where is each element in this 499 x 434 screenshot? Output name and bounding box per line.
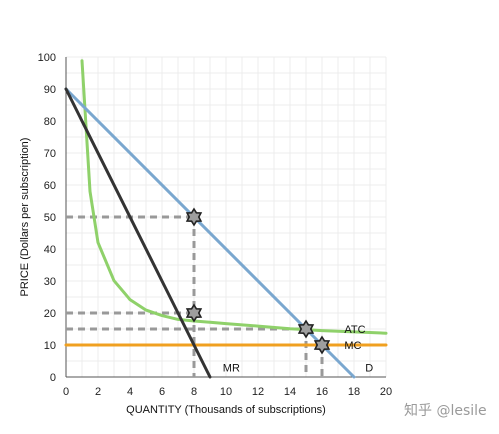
star-marker <box>185 207 203 227</box>
star-marker <box>313 335 331 355</box>
y-tick-label: 0 <box>50 372 56 384</box>
y-tick-label: 80 <box>44 116 56 128</box>
curve-label: D <box>365 362 373 374</box>
x-tick-label: 20 <box>380 386 392 398</box>
x-tick-label: 8 <box>191 386 197 398</box>
curve-label: ATC <box>344 324 365 336</box>
y-tick-label: 40 <box>44 244 56 256</box>
y-tick-label: 70 <box>44 148 56 160</box>
x-tick-label: 2 <box>95 386 101 398</box>
y-tick-label: 20 <box>44 308 56 320</box>
y-tick-label: 30 <box>44 276 56 288</box>
x-tick-label: 16 <box>316 386 328 398</box>
x-tick-label: 12 <box>252 386 264 398</box>
watermark-text: 知乎 @lesile <box>404 402 487 419</box>
x-tick-label: 6 <box>159 386 165 398</box>
y-tick-label: 100 <box>38 52 56 64</box>
series-line-mr <box>64 87 212 379</box>
y-tick-label: 10 <box>44 340 56 352</box>
star-markers <box>185 207 331 355</box>
star-marker <box>297 319 315 339</box>
x-tick-label: 10 <box>220 386 232 398</box>
star-marker <box>185 303 203 323</box>
curve-labels: ATC MC MR D <box>223 324 373 374</box>
x-tick-label: 4 <box>127 386 133 398</box>
tick-labels: 0 2 4 6 8 10 12 14 16 18 20 0 10 20 30 40 50 60 70 80 90 100 <box>38 52 392 398</box>
y-tick-label: 90 <box>44 84 56 96</box>
curve-label: MC <box>344 340 361 352</box>
y-tick-label: 60 <box>44 180 56 192</box>
x-tick-label: 18 <box>348 386 360 398</box>
x-tick-label: 14 <box>284 386 296 398</box>
x-axis-label: QUANTITY (Thousands of subscriptions) <box>126 404 326 416</box>
x-tick-label: 0 <box>63 386 69 398</box>
y-axis-label: PRICE (Dollars per subscription) <box>19 138 31 297</box>
curve-label: MR <box>223 362 240 374</box>
y-tick-label: 50 <box>44 212 56 224</box>
